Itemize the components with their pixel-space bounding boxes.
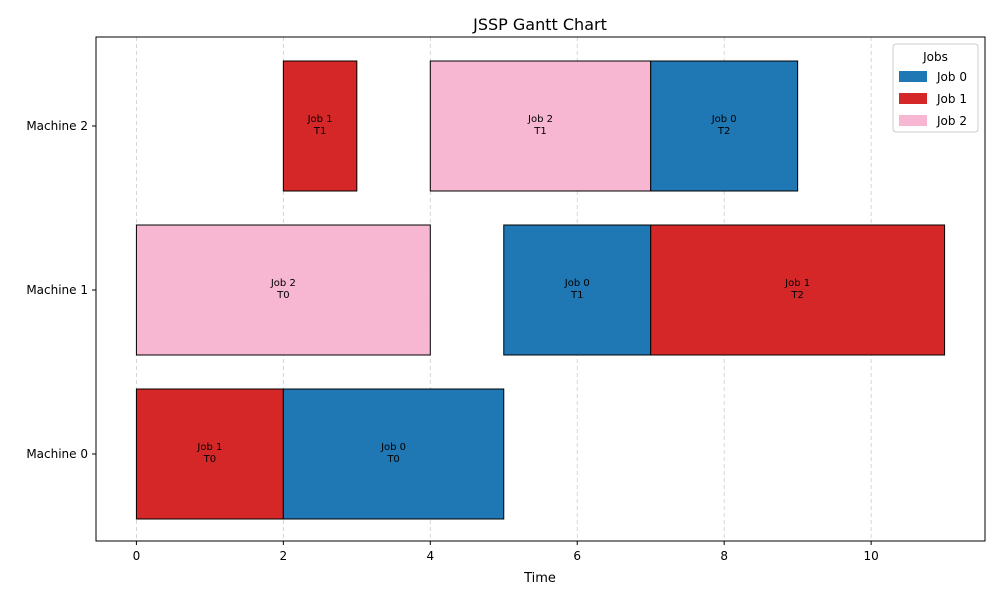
- task-bar: [503, 224, 652, 356]
- task-bar: [650, 224, 946, 356]
- x-tick-label: 6: [573, 549, 581, 563]
- task-bar: [135, 388, 284, 520]
- task-job-label: Job 1: [307, 114, 333, 125]
- task-job-label: Job 0: [380, 442, 406, 453]
- x-tick-label: 8: [720, 549, 728, 563]
- x-tick-label: 4: [426, 549, 434, 563]
- task-bar: [282, 388, 505, 520]
- y-axis: Machine 0 Machine 1 Machine 2: [26, 119, 96, 461]
- legend: Jobs Job 0 Job 1 Job 2: [892, 43, 979, 133]
- task-op-label: T2: [790, 290, 803, 301]
- x-tick-label: 2: [280, 549, 288, 563]
- plot-frame: [95, 36, 986, 542]
- chart-title: JSSP Gantt Chart: [472, 15, 607, 34]
- y-tick-label: Machine 2: [26, 119, 88, 133]
- task-op-label: T2: [717, 126, 730, 137]
- task-job-label: Job 2: [527, 114, 553, 125]
- task-op-label: T0: [203, 454, 216, 465]
- task-op-label: T0: [386, 454, 399, 465]
- legend-label: Job 2: [936, 114, 967, 128]
- task-bar: [429, 60, 652, 192]
- task-op-label: T1: [570, 290, 583, 301]
- legend-swatch: [899, 115, 927, 126]
- task-job-label: Job 0: [711, 114, 737, 125]
- task-bar: [135, 224, 431, 356]
- legend-title: Jobs: [922, 50, 948, 64]
- task-op-label: T0: [276, 290, 289, 301]
- legend-label: Job 1: [936, 92, 967, 106]
- task-op-label: T1: [533, 126, 546, 137]
- x-axis-label: Time: [523, 571, 556, 586]
- task-job-label: Job 0: [564, 278, 590, 289]
- y-tick-label: Machine 0: [26, 447, 88, 461]
- y-tick-label: Machine 1: [26, 283, 88, 297]
- legend-swatch: [899, 93, 927, 104]
- legend-label: Job 0: [936, 70, 967, 84]
- task-bar: [650, 60, 799, 192]
- task-bar: [282, 60, 358, 192]
- task-op-label: T1: [313, 126, 326, 137]
- task-job-label: Job 1: [196, 442, 222, 453]
- legend-swatch: [899, 71, 927, 82]
- x-tick-label: 10: [863, 549, 878, 563]
- x-axis: 0 2 4 6 8 10: [133, 541, 879, 563]
- task-job-label: Job 1: [784, 278, 810, 289]
- task-job-label: Job 2: [270, 278, 296, 289]
- x-tick-label: 0: [133, 549, 141, 563]
- legend-box: [892, 43, 979, 133]
